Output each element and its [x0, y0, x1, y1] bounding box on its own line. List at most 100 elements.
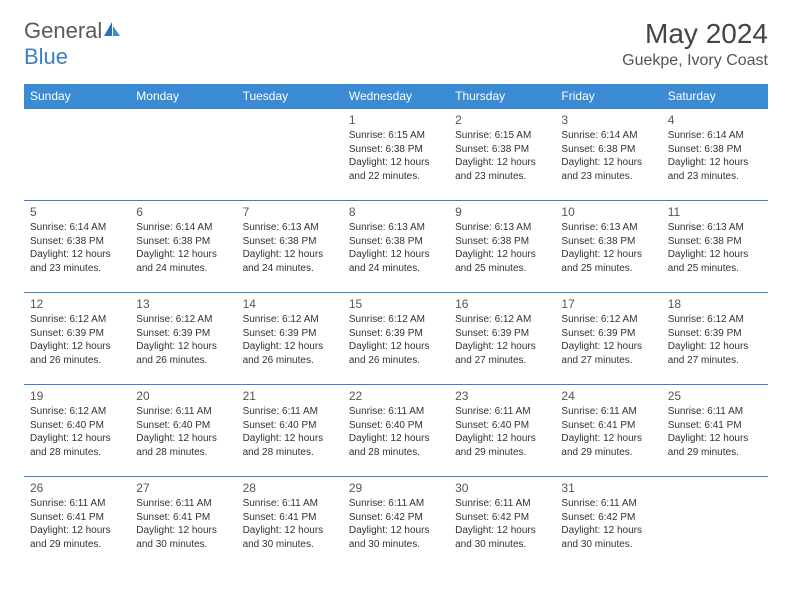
day-details: Sunrise: 6:14 AMSunset: 6:38 PMDaylight:… — [136, 221, 230, 275]
day-cell: 23 Sunrise: 6:11 AMSunset: 6:40 PMDayligh… — [449, 385, 555, 477]
day-cell: 4 Sunrise: 6:14 AMSunset: 6:38 PMDaylight… — [662, 109, 768, 201]
empty-cell — [24, 109, 130, 201]
logo-text: GeneralBlue — [24, 18, 122, 70]
day-cell: 12Sunrise: 6:12 AMSunset: 6:39 PMDayligh… — [24, 293, 130, 385]
day-details: Sunrise: 6:11 AMSunset: 6:41 PMDaylight:… — [668, 405, 762, 459]
weekday-row: SundayMondayTuesdayWednesdayThursdayFrid… — [24, 84, 768, 109]
day-details: Sunrise: 6:12 AMSunset: 6:39 PMDaylight:… — [455, 313, 549, 367]
day-number: 21 — [243, 389, 337, 403]
day-details: Sunrise: 6:14 AMSunset: 6:38 PMDaylight:… — [668, 129, 762, 183]
day-number: 23 — [455, 389, 549, 403]
day-cell: 17 Sunrise: 6:12 AMSunset: 6:39 PMDayligh… — [555, 293, 661, 385]
day-number: 12 — [30, 297, 124, 311]
day-details: Sunrise: 6:13 AMSunset: 6:38 PMDaylight:… — [349, 221, 443, 275]
day-details: Sunrise: 6:11 AMSunset: 6:41 PMDaylight:… — [136, 497, 230, 551]
weekday-header: Tuesday — [237, 84, 343, 109]
calendar-head: SundayMondayTuesdayWednesdayThursdayFrid… — [24, 84, 768, 109]
day-cell: 8 Sunrise: 6:13 AMSunset: 6:38 PMDaylight… — [343, 201, 449, 293]
day-cell: 13 Sunrise: 6:12 AMSunset: 6:39 PMDayligh… — [130, 293, 236, 385]
day-details: Sunrise: 6:12 AMSunset: 6:39 PMDaylight:… — [561, 313, 655, 367]
day-cell: 25 Sunrise: 6:11 AMSunset: 6:41 PMDayligh… — [662, 385, 768, 477]
sail-icon — [102, 20, 122, 38]
header: GeneralBlue May 2024 Guekpe, Ivory Coast — [24, 18, 768, 70]
day-details: Sunrise: 6:11 AMSunset: 6:40 PMDaylight:… — [455, 405, 549, 459]
weekday-header: Monday — [130, 84, 236, 109]
logo-text-gray: General — [24, 18, 102, 43]
calendar-row: 5 Sunrise: 6:14 AMSunset: 6:38 PMDaylight… — [24, 201, 768, 293]
day-details: Sunrise: 6:11 AMSunset: 6:41 PMDaylight:… — [30, 497, 124, 551]
day-number: 19 — [30, 389, 124, 403]
day-number: 13 — [136, 297, 230, 311]
day-number: 10 — [561, 205, 655, 219]
day-cell: 20Sunrise: 6:11 AMSunset: 6:40 PMDayligh… — [130, 385, 236, 477]
day-details: Sunrise: 6:14 AMSunset: 6:38 PMDaylight:… — [561, 129, 655, 183]
day-cell: 27 Sunrise: 6:11 AMSunset: 6:41 PMDayligh… — [130, 477, 236, 569]
day-details: Sunrise: 6:11 AMSunset: 6:41 PMDaylight:… — [243, 497, 337, 551]
day-details: Sunrise: 6:12 AMSunset: 6:39 PMDaylight:… — [668, 313, 762, 367]
empty-cell — [662, 477, 768, 569]
calendar-row: 19 Sunrise: 6:12 AMSunset: 6:40 PMDayligh… — [24, 385, 768, 477]
day-number: 4 — [668, 113, 762, 127]
day-number: 28 — [243, 481, 337, 495]
day-cell: 10Sunrise: 6:13 AMSunset: 6:38 PMDayligh… — [555, 201, 661, 293]
weekday-header: Wednesday — [343, 84, 449, 109]
day-number: 7 — [243, 205, 337, 219]
day-number: 2 — [455, 113, 549, 127]
day-details: Sunrise: 6:14 AMSunset: 6:38 PMDaylight:… — [30, 221, 124, 275]
day-number: 6 — [136, 205, 230, 219]
day-number: 29 — [349, 481, 443, 495]
empty-cell — [237, 109, 343, 201]
day-number: 31 — [561, 481, 655, 495]
day-number: 11 — [668, 205, 762, 219]
logo: GeneralBlue — [24, 18, 122, 70]
day-cell: 21 Sunrise: 6:11 AMSunset: 6:40 PMDayligh… — [237, 385, 343, 477]
day-details: Sunrise: 6:12 AMSunset: 6:39 PMDaylight:… — [136, 313, 230, 367]
day-number: 8 — [349, 205, 443, 219]
day-number: 16 — [455, 297, 549, 311]
day-cell: 26Sunrise: 6:11 AMSunset: 6:41 PMDayligh… — [24, 477, 130, 569]
logo-text-blue: Blue — [24, 44, 68, 69]
calendar-table: SundayMondayTuesdayWednesdayThursdayFrid… — [24, 84, 768, 569]
title-block: May 2024 Guekpe, Ivory Coast — [622, 18, 768, 70]
day-number: 18 — [668, 297, 762, 311]
day-cell: 7Sunrise: 6:13 AMSunset: 6:38 PMDaylight… — [237, 201, 343, 293]
day-number: 27 — [136, 481, 230, 495]
day-details: Sunrise: 6:12 AMSunset: 6:40 PMDaylight:… — [30, 405, 124, 459]
calendar-body: 1 Sunrise: 6:15 AMSunset: 6:38 PMDaylight… — [24, 109, 768, 569]
calendar-row: 12 Sunrise: 6:12 AMSunset: 6:39 PMDayligh… — [24, 293, 768, 385]
day-cell: 31 Sunrise: 6:11 AMSunset: 6:42 PMDayligh… — [555, 477, 661, 569]
day-cell: 19 Sunrise: 6:12 AMSunset: 6:40 PMDayligh… — [24, 385, 130, 477]
day-number: 3 — [561, 113, 655, 127]
weekday-header: Thursday — [449, 84, 555, 109]
day-cell: 18 Sunrise: 6:12 AMSunset: 6:39 PMDayligh… — [662, 293, 768, 385]
day-number: 15 — [349, 297, 443, 311]
weekday-header: Saturday — [662, 84, 768, 109]
day-details: Sunrise: 6:15 AMSunset: 6:38 PMDaylight:… — [455, 129, 549, 183]
day-details: Sunrise: 6:12 AMSunset: 6:39 PMDaylight:… — [243, 313, 337, 367]
day-cell: 9Sunrise: 6:13 AMSunset: 6:38 PMDaylight… — [449, 201, 555, 293]
day-cell: 30Sunrise: 6:11 AMSunset: 6:42 PMDayligh… — [449, 477, 555, 569]
day-number: 20 — [136, 389, 230, 403]
location-text: Guekpe, Ivory Coast — [622, 52, 768, 70]
weekday-header: Friday — [555, 84, 661, 109]
day-cell: 1 Sunrise: 6:15 AMSunset: 6:38 PMDaylight… — [343, 109, 449, 201]
day-cell: 28 Sunrise: 6:11 AMSunset: 6:41 PMDayligh… — [237, 477, 343, 569]
day-cell: 24Sunrise: 6:11 AMSunset: 6:41 PMDayligh… — [555, 385, 661, 477]
day-number: 1 — [349, 113, 443, 127]
day-number: 14 — [243, 297, 337, 311]
day-number: 5 — [30, 205, 124, 219]
day-details: Sunrise: 6:11 AMSunset: 6:40 PMDaylight:… — [243, 405, 337, 459]
day-number: 22 — [349, 389, 443, 403]
day-details: Sunrise: 6:15 AMSunset: 6:38 PMDaylight:… — [349, 129, 443, 183]
day-number: 9 — [455, 205, 549, 219]
day-cell: 6 Sunrise: 6:14 AMSunset: 6:38 PMDaylight… — [130, 201, 236, 293]
day-details: Sunrise: 6:11 AMSunset: 6:42 PMDaylight:… — [561, 497, 655, 551]
day-number: 17 — [561, 297, 655, 311]
day-details: Sunrise: 6:11 AMSunset: 6:42 PMDaylight:… — [455, 497, 549, 551]
day-cell: 3 Sunrise: 6:14 AMSunset: 6:38 PMDaylight… — [555, 109, 661, 201]
day-details: Sunrise: 6:11 AMSunset: 6:42 PMDaylight:… — [349, 497, 443, 551]
day-details: Sunrise: 6:12 AMSunset: 6:39 PMDaylight:… — [349, 313, 443, 367]
day-number: 25 — [668, 389, 762, 403]
weekday-header: Sunday — [24, 84, 130, 109]
empty-cell — [130, 109, 236, 201]
